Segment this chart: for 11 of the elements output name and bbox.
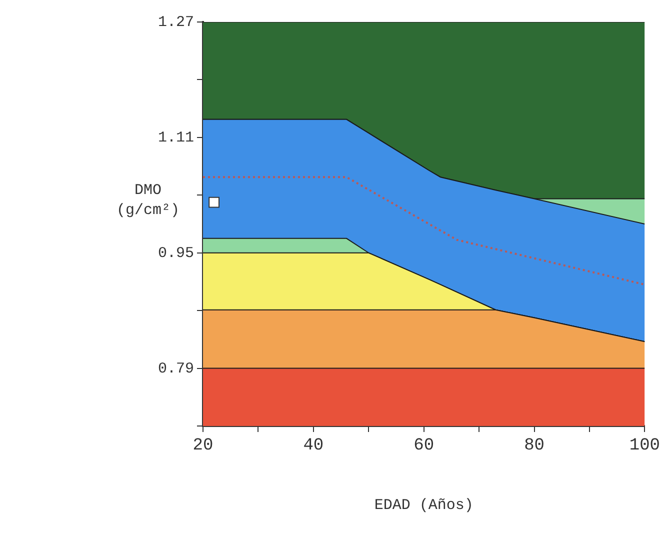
x-tick-label: 80 xyxy=(524,436,544,456)
x-tick-label: 40 xyxy=(303,436,324,456)
y-tick-label: 1.11 xyxy=(158,129,194,146)
x-axis-title: EDAD (Años) xyxy=(374,496,474,514)
y-tick-label: 0.95 xyxy=(158,244,194,262)
y-axis-title: DMO (g/cm²) xyxy=(116,182,180,219)
x-tick-label: 60 xyxy=(414,436,434,456)
y-tick-label: 1.27 xyxy=(158,14,194,31)
x-tick-label: 100 xyxy=(629,436,660,456)
y-tick-label: 0.79 xyxy=(158,360,194,378)
x-tick-label: 20 xyxy=(192,436,214,456)
